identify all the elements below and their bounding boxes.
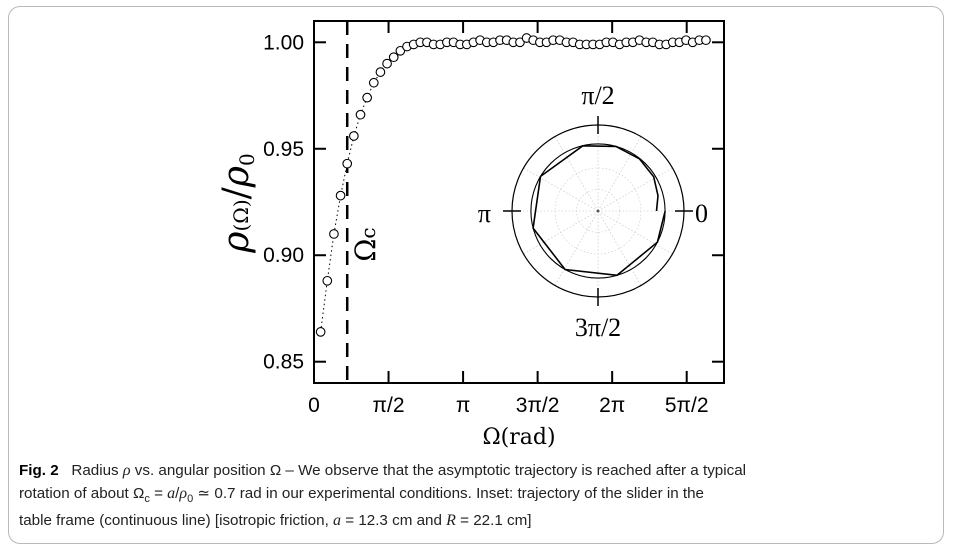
y-axis-title: ρ(Ω)/ρ0	[216, 153, 259, 253]
inset-spokes	[512, 125, 684, 297]
data-point	[349, 131, 359, 141]
inset-label-three-pi-half: 3π/2	[575, 313, 621, 342]
x-tick-label: 0	[308, 394, 320, 417]
caption-fragment: ρ	[179, 484, 188, 502]
caption-fragment: = 22.1 cm]	[455, 512, 532, 530]
inset-spoke	[597, 210, 673, 255]
data-point	[382, 58, 392, 69]
caption-fragment: /	[175, 484, 180, 502]
data-point	[342, 158, 353, 169]
omega-c-annotation: Ωc	[349, 227, 382, 261]
caption-fragment: table frame (continuous line) [isotropic…	[19, 512, 334, 530]
inset-spoke	[597, 167, 673, 212]
caption-fragment: c	[144, 492, 150, 505]
inset-inner-circle	[530, 143, 666, 279]
data-point	[388, 52, 399, 63]
plot-frame	[313, 20, 725, 384]
figure-frame	[8, 6, 944, 544]
data-point	[355, 109, 366, 120]
x-ticks: 0 π/2 π 3π/2 2π 5π/2	[308, 21, 709, 417]
data-point	[329, 229, 339, 239]
x-tick-label: 2π	[599, 394, 625, 417]
data-point	[335, 190, 346, 201]
y-tick-label: 0.95	[263, 138, 304, 161]
data-point	[701, 35, 711, 46]
inset-grid-circle	[576, 189, 620, 233]
y-tick-label: 0.85	[263, 351, 304, 374]
inset-trajectory-line	[532, 144, 666, 277]
x-tick-label: 5π/2	[665, 394, 709, 417]
caption-fragment: = 12.3 cm and	[341, 512, 447, 530]
inset-center-dot	[596, 209, 600, 213]
data-point	[375, 67, 386, 77]
data-point	[368, 77, 379, 88]
data-point	[315, 327, 326, 337]
inset-label-0: 0	[695, 199, 708, 228]
inset-label-pi: π	[478, 199, 491, 228]
caption-fragment: =	[149, 484, 168, 502]
data-point	[395, 45, 406, 56]
data-point	[322, 275, 333, 286]
x-tick-label: π/2	[373, 394, 405, 417]
x-tick-label: π	[456, 394, 471, 417]
y-ticks: 0.85 0.90 0.95 1.00	[263, 31, 724, 374]
caption-text: Radius ρ vs. angular position Ω – We obs…	[19, 462, 746, 529]
inset-grid-circle	[554, 167, 642, 255]
inset-ticks	[503, 116, 693, 306]
inset-spoke	[597, 210, 642, 286]
caption-fragment: 0	[187, 492, 194, 505]
inset-label-pi-half: π/2	[581, 81, 614, 110]
x-axis-title: Ω(rad)	[482, 425, 555, 450]
data-markers	[315, 33, 711, 337]
figure-caption: Fig. 2 Radius ρ vs. angular position Ω –…	[19, 460, 934, 533]
caption-fragment: a	[333, 512, 342, 530]
x-tick-label: 3π/2	[516, 394, 560, 417]
caption-fragment: rotation of about Ω	[19, 484, 145, 502]
data-point	[515, 37, 525, 48]
caption-fragment: vs. angular position Ω – We observe that…	[130, 462, 747, 479]
caption-label: Fig. 2	[19, 462, 59, 479]
caption-fragment: Radius	[62, 462, 123, 479]
inset-spoke	[554, 210, 599, 286]
caption-fragment: R	[446, 512, 456, 530]
main-plot: 0.85 0.90 0.95 1.00 0 π/2 π 3π/2 2π 5π/2 Ωc Ω(ra…	[216, 20, 725, 450]
data-point	[362, 92, 372, 103]
caption-fragment: ≃ 0.7 rad in our experimental conditions…	[193, 484, 705, 502]
omega-c-symbol: Ω	[349, 239, 382, 262]
caption-fragment: ρ	[122, 462, 131, 479]
inset-polar-plot: 0 π/2 π 3π/2	[478, 81, 708, 342]
y-tick-label: 1.00	[263, 31, 304, 54]
y-tick-label: 0.90	[263, 244, 304, 267]
omega-c-subscript: c	[356, 227, 380, 238]
inset-spoke	[523, 167, 599, 212]
caption-fragment: a	[167, 484, 176, 502]
